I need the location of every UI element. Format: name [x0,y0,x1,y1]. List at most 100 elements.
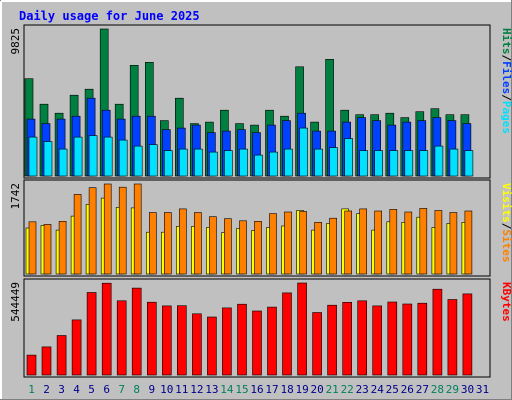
bar-sites-day-14 [224,218,232,275]
bar-sites-day-29 [449,212,458,275]
x-tick-label: 3 [58,383,65,396]
bar-pages-day-11 [179,148,188,177]
bar-pages-day-18 [284,148,293,177]
bar-kbytes-day-24 [372,305,383,376]
bar-kbytes-day-6 [101,282,112,376]
series-legend: Hits/Files/Pages [500,28,512,134]
x-tick-label: 30 [461,383,474,396]
bar-sites-day-6 [103,183,112,275]
bar-sites-day-17 [269,213,277,275]
panel-frame [23,179,491,277]
bar-kbytes-day-11 [177,305,187,376]
x-tick-label: 20 [310,383,323,396]
chart-panels: 9825 Hits/Files/Pages 1742 Visits/Sites 5444… [9,24,512,378]
bar-sites-day-22 [344,210,353,275]
bar-kbytes-day-30 [462,293,473,376]
bar-kbytes-day-4 [71,319,82,376]
bar-pages-day-12 [194,148,203,177]
x-tick-label: 24 [371,383,385,396]
x-tick-label: 4 [73,383,80,396]
legend-kbytes: KBytes [500,282,512,322]
bar-pages-day-16 [254,154,263,177]
bar-pages-day-9 [149,144,158,177]
x-tick-label: 17 [265,383,278,396]
bar-kbytes-day-7 [116,300,127,376]
bar-kbytes-day-12 [192,313,202,376]
series-legend: KBytes [500,282,512,322]
bar-pages-day-25 [389,150,399,177]
bar-sites-day-30 [464,210,473,275]
bar-sites-day-4 [73,194,82,275]
bar-kbytes-day-10 [162,305,172,376]
bar-sites-day-24 [374,210,383,275]
bar-kbytes-day-20 [312,312,322,376]
bar-kbytes-day-25 [387,301,398,376]
bar-kbytes-day-2 [41,346,52,376]
bar-sites-day-1 [28,221,37,275]
bar-sites-day-27 [419,208,428,275]
bar-pages-day-30 [464,150,474,177]
x-tick-label: 9 [148,383,155,396]
x-tick-label: 5 [88,383,95,396]
bar-pages-day-21 [329,147,338,177]
panel-visits-sites: 1742 Visits/Sites [9,179,512,277]
x-tick-label: 28 [431,383,444,396]
bar-sites-day-18 [284,211,292,275]
x-tick-label: 26 [401,383,414,396]
series-kbytes [26,282,473,376]
x-tick-label: 27 [416,383,429,396]
y-max-label: 9825 [9,28,22,55]
bar-kbytes-day-14 [222,307,232,376]
x-tick-label: 14 [220,383,234,396]
legend-visits: Visits [500,183,512,223]
bar-pages-day-20 [314,148,323,177]
bar-sites-day-8 [133,183,142,275]
bar-sites-day-20 [314,222,322,275]
bar-pages-day-17 [269,151,278,177]
legend-files: Files [500,61,512,94]
bar-sites-day-5 [88,187,97,275]
series-sites [28,183,473,275]
bar-sites-day-12 [194,212,202,275]
bar-kbytes-day-13 [207,316,217,376]
x-tick-label: 29 [446,383,459,396]
bar-sites-day-2 [43,224,52,275]
legend-sites: Sites [500,229,512,262]
bar-pages-day-15 [239,148,248,177]
legend-hits: Hits [500,28,512,55]
x-tick-label: 13 [205,383,218,396]
bar-sites-day-25 [389,209,398,275]
bar-kbytes-day-17 [267,306,277,376]
x-tick-label: 25 [386,383,399,396]
bar-kbytes-day-8 [131,287,142,376]
bar-sites-day-3 [58,221,67,275]
x-tick-label: 2 [43,383,50,396]
bar-kbytes-day-29 [447,299,458,376]
x-axis-labels: 1 2 3 4 5 6 7 8 9 10 11 12 13 14 15 16 17 18 19 20 21 22 23 24 2… [28,383,489,396]
panel-kbytes: 544449 KBytes [9,278,512,378]
bar-pages-day-8 [133,145,143,177]
bar-sites-day-7 [118,186,127,275]
bar-kbytes-day-26 [402,303,413,376]
series-legend: Visits/Sites [500,183,512,263]
x-tick-label: 23 [356,383,369,396]
y-max-label: 544449 [9,282,22,322]
bar-kbytes-day-22 [342,301,353,376]
bar-pages-day-13 [209,151,218,177]
bar-pages-day-26 [404,150,414,177]
bar-pages-day-28 [434,145,444,177]
bar-kbytes-day-21 [327,304,337,376]
bar-kbytes-day-15 [237,303,247,376]
bar-pages-day-14 [224,150,233,177]
bar-pages-day-22 [344,138,354,177]
chart-title: Daily usage for June 2025 [19,9,200,23]
x-tick-label: 16 [250,383,263,396]
series-pages [28,127,474,177]
bar-pages-day-29 [449,148,459,177]
bar-pages-day-23 [359,150,369,177]
bar-sites-day-9 [149,212,157,275]
bar-pages-day-7 [118,139,128,177]
bar-pages-day-4 [73,136,83,177]
bar-sites-day-28 [434,210,443,275]
